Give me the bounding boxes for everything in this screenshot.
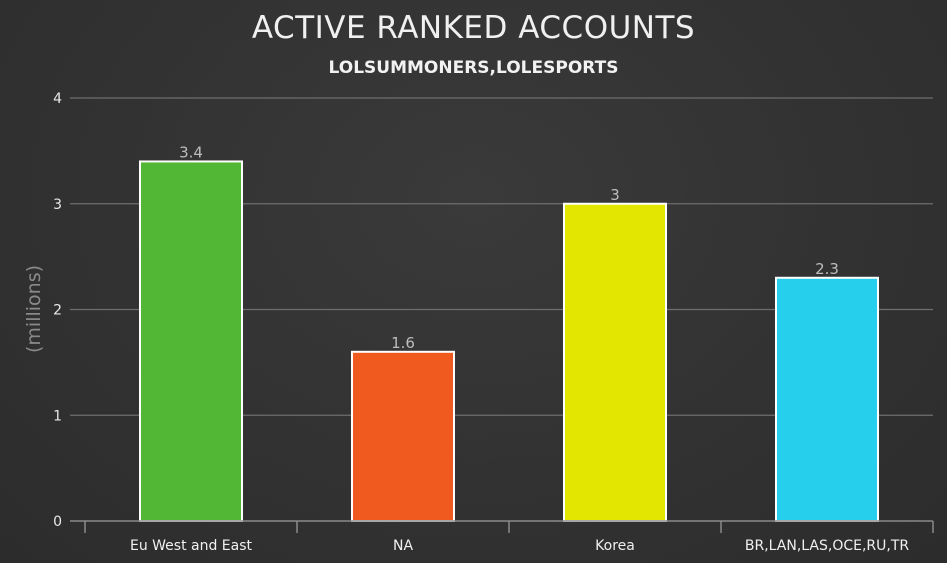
data-label: 3.4 (179, 143, 203, 161)
x-axis (70, 520, 934, 533)
y-tick-label: 4 (53, 91, 62, 107)
y-tick-label: 3 (53, 197, 62, 213)
x-category-label: BR,LAN,LAS,OCE,RU,TR (745, 538, 910, 554)
data-label: 3 (610, 186, 620, 204)
data-label: 2.3 (815, 260, 839, 278)
chart-subtitle: LOLSUMMONERS,LOLESPORTS (328, 58, 619, 78)
bar-2 (351, 350, 455, 522)
bar-4 (775, 276, 879, 522)
bars (139, 160, 879, 522)
x-axis-labels: Eu West and East NA Korea BR,LAN,LAS,OCE,RU… (130, 538, 909, 554)
y-tick-label: 2 (53, 303, 62, 319)
x-category-label: NA (393, 538, 413, 554)
data-label: 1.6 (391, 334, 415, 352)
bar-1 (139, 160, 243, 522)
bar-3 (563, 202, 667, 522)
data-labels: 3.4 1.6 3 2.3 (179, 143, 839, 351)
y-axis-label: (millions) (23, 265, 45, 353)
x-category-label: Korea (595, 538, 635, 554)
y-tick-label: 1 (53, 408, 62, 424)
chart-title: ACTIVE RANKED ACCOUNTS (251, 10, 696, 46)
y-tick-label: 0 (53, 514, 62, 530)
x-category-label: Eu West and East (130, 538, 253, 554)
y-axis-ticks: 0 1 2 3 4 (53, 91, 62, 530)
